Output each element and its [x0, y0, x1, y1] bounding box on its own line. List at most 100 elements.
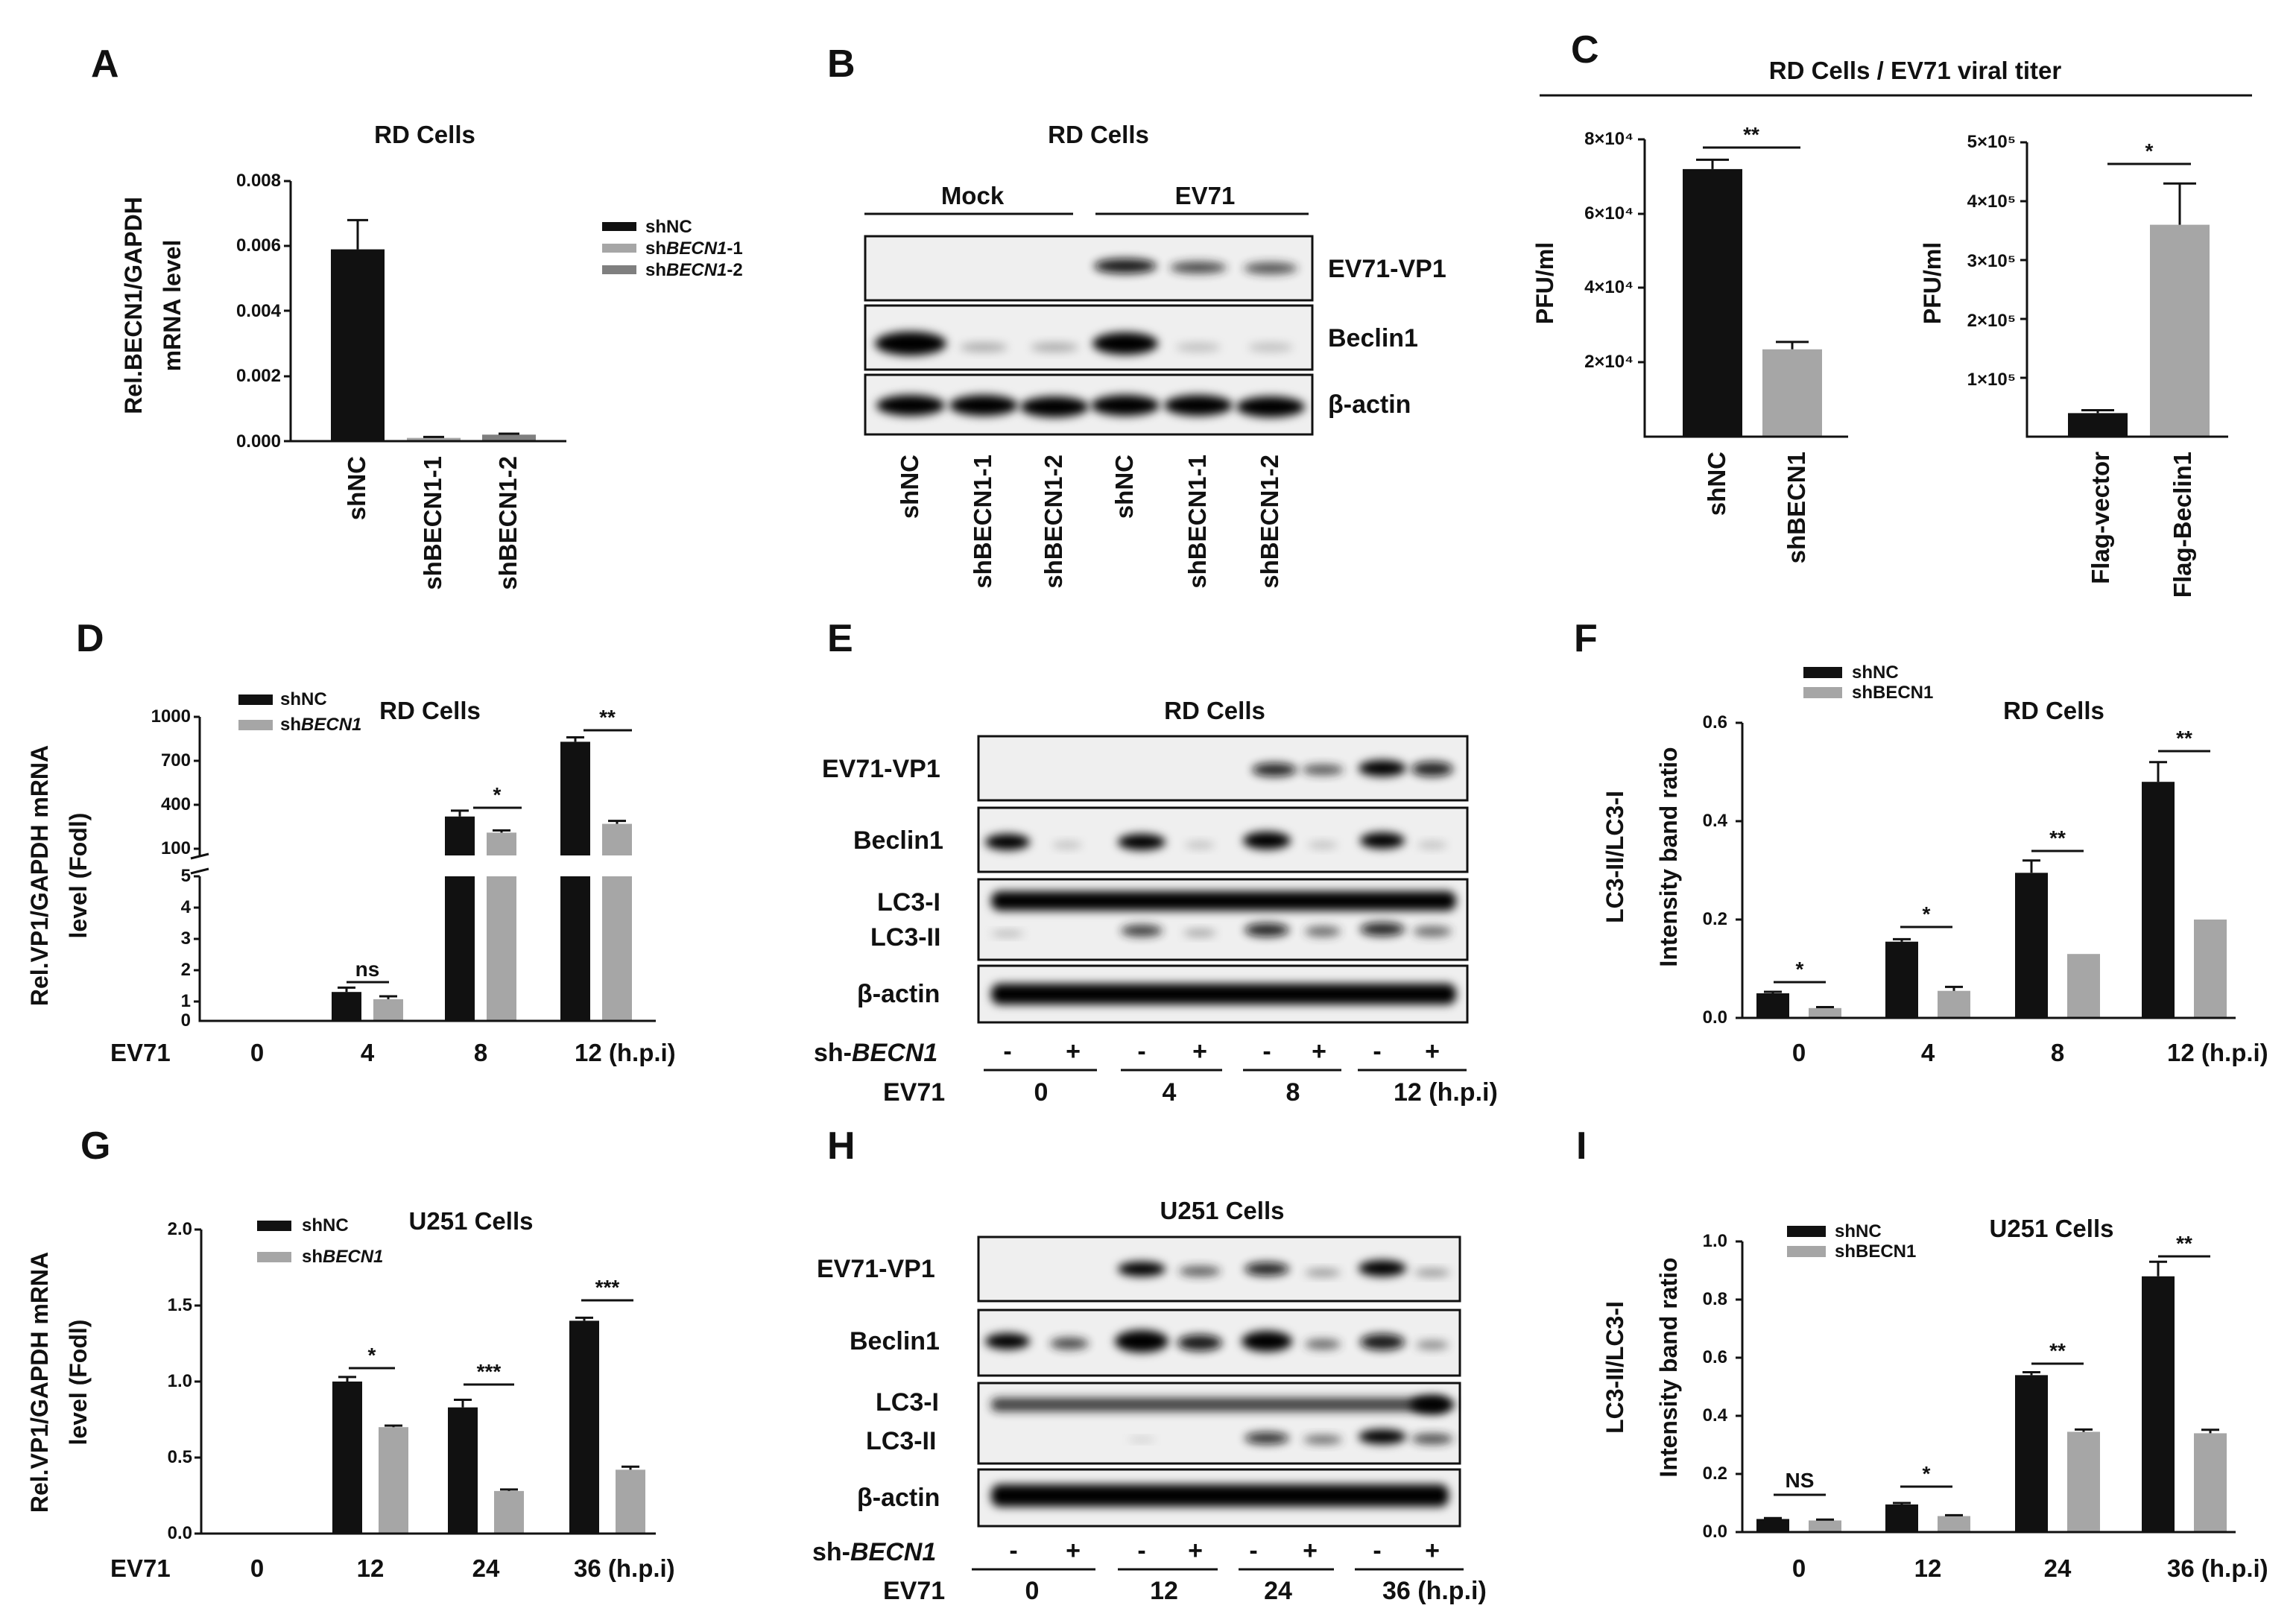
- significance-bars: [1774, 1255, 2210, 1496]
- blot-band: [991, 891, 1456, 911]
- tick-label: 1.5: [168, 1295, 192, 1315]
- tick-label: 1: [181, 991, 191, 1011]
- panel-c-left-axes: [1643, 139, 1848, 438]
- ev71-row-label: EV71: [883, 1078, 945, 1107]
- tick-label: 2.0: [168, 1219, 192, 1239]
- tick-label: 2: [181, 960, 191, 980]
- bar-shbecn1: [616, 1469, 645, 1534]
- x-axis-name: EV71: [110, 1039, 171, 1066]
- bar-shnc: [2015, 1375, 2048, 1532]
- blot-band: [1248, 343, 1293, 352]
- time-label: 0: [1034, 1078, 1049, 1107]
- legend-label: shBECN1: [1852, 683, 1933, 703]
- blot-row-label: Beclin1: [853, 826, 943, 855]
- panel-f-xlabels: 0 4 8 12 (h.p.i): [1792, 1039, 2268, 1066]
- legend-label: shBECN1-1: [645, 238, 743, 259]
- blot-row-label: LC3-II: [870, 923, 940, 952]
- bar-shbecn1: [602, 823, 632, 855]
- blot-band: [1091, 395, 1160, 416]
- panel-c-right-tickmarks: [2020, 141, 2027, 379]
- panel-label-d: D: [76, 617, 104, 660]
- panel-d-title: RD Cells: [379, 697, 481, 724]
- panel-f-bars: [1756, 761, 2227, 1018]
- x-category-label: Flag-vector: [2087, 452, 2114, 584]
- lane-label: shNC: [1110, 455, 1138, 519]
- tick-label: 4×10⁴: [1584, 277, 1634, 297]
- significance-label: ns: [355, 958, 380, 981]
- panel-i: I U251 Cells LC3-II/LC3-I Intensity band…: [1576, 1124, 2268, 1582]
- legend-swatch: [1787, 1226, 1826, 1237]
- panel-g-ylabel-1: Rel.VP1/GAPDH mRNA: [26, 1252, 53, 1513]
- legend-label: shNC: [1852, 662, 1899, 683]
- error-bar: [2149, 761, 2167, 782]
- panel-c-left-yticks: 8×10⁴ 6×10⁴ 4×10⁴ 2×10⁴: [1584, 129, 1634, 372]
- group-label-ev71: EV71: [1175, 182, 1236, 209]
- panel-b-bands: [875, 259, 1305, 417]
- panel-f-legend: shNC shBECN1: [1803, 662, 1933, 703]
- panel-d-axes: [198, 717, 656, 1022]
- panel-h: H U251 Cells: [812, 1124, 1487, 1605]
- legend-swatch: [1787, 1246, 1826, 1257]
- bar-shnc: [331, 249, 385, 441]
- error-bar: [2081, 408, 2114, 414]
- blot-band: [1183, 929, 1216, 937]
- significance-label: **: [2176, 1232, 2192, 1255]
- error-bar: [1893, 1502, 1911, 1504]
- panel-label-e: E: [827, 617, 853, 660]
- panel-g-xlabels: 0 12 24 36 (h.p.i): [250, 1554, 675, 1582]
- error-bar: [1816, 1518, 1834, 1521]
- treatment-label: sh-BECN1: [814, 1039, 937, 1067]
- blot-band: [1177, 1335, 1222, 1351]
- significance-label: **: [2049, 826, 2066, 849]
- panel-a-tickmarks: [284, 180, 291, 443]
- bar-shbecn1: [1809, 1520, 1841, 1532]
- error-bar: [1764, 1516, 1782, 1519]
- bar-shnc: [1756, 1519, 1789, 1532]
- significance-label: *: [2145, 139, 2154, 162]
- bar-shnc: [1756, 993, 1789, 1018]
- blot-band: [1245, 1262, 1289, 1276]
- time-label: 12 (h.p.i): [1394, 1078, 1498, 1107]
- error-bar: [454, 1398, 472, 1408]
- panel-f: F RD Cells LC3-II/LC3-I Intensity band r…: [1574, 617, 2268, 1066]
- blot-band: [1359, 1429, 1406, 1444]
- sign-label: -: [1009, 1537, 1017, 1565]
- x-category-label: 12 (h.p.i): [2167, 1039, 2268, 1066]
- blot-band: [1118, 834, 1166, 850]
- legend-label: shBECN1: [280, 715, 361, 735]
- blot-row-label: Beclin1: [850, 1327, 940, 1355]
- tick-label: 0.004: [236, 301, 282, 321]
- significance-label: **: [2049, 1339, 2066, 1362]
- bar-shnc: [1885, 941, 1918, 1018]
- bar-shbecn1: [1762, 349, 1822, 437]
- blot-band: [1411, 762, 1453, 776]
- tick-label: 6×10⁴: [1584, 203, 1634, 224]
- panel-g-title: U251 Cells: [409, 1207, 534, 1235]
- panel-c-right-yticks: 5×10⁵ 4×10⁵ 3×10⁵ 2×10⁵ 1×10⁵: [1967, 132, 2016, 390]
- blot-band: [1302, 765, 1344, 775]
- x-category-label: shNC: [1703, 452, 1730, 516]
- tick-label: 5×10⁵: [1967, 132, 2016, 152]
- bar-shbecn1: [1938, 1516, 1970, 1532]
- blot-row-label: Beclin1: [1328, 324, 1418, 352]
- significance-label: *: [368, 1344, 376, 1367]
- error-bar: [1945, 985, 1963, 991]
- blot-band: [985, 1333, 1030, 1350]
- lane-label: shBECN1-2: [1256, 455, 1283, 589]
- bar-shbecn1: [2067, 954, 2100, 1018]
- error-bar: [2201, 1428, 2219, 1434]
- significance-label: ***: [477, 1360, 502, 1383]
- bar-shnc: [332, 992, 361, 1021]
- blot-row-label: β-actin: [1328, 390, 1411, 419]
- panel-f-ylabel-1: LC3-II/LC3-I: [1601, 791, 1628, 923]
- blot-band: [1115, 1330, 1168, 1352]
- x-category-label: 0: [250, 1039, 264, 1066]
- error-bar: [493, 829, 510, 833]
- blot-band: [1020, 396, 1089, 417]
- panel-i-xlabels: 0 12 24 36 (h.p.i): [1792, 1554, 2268, 1582]
- error-bar: [2023, 859, 2040, 873]
- error-bar: [500, 1488, 518, 1491]
- error-bar: [347, 218, 368, 250]
- blot-row-label: EV71-VP1: [1328, 255, 1446, 283]
- blot-band: [1052, 841, 1082, 849]
